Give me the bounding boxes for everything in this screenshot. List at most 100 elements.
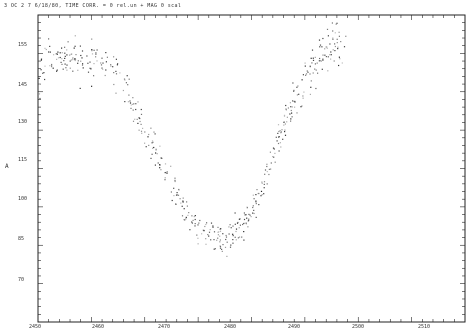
data-point (53, 54, 55, 56)
data-point (145, 146, 147, 148)
data-point (252, 205, 254, 207)
x-tick-label: 2490 (288, 324, 300, 330)
data-point (249, 214, 251, 216)
data-point (279, 142, 281, 144)
data-point (207, 234, 209, 236)
data-point (184, 219, 186, 221)
data-point (155, 148, 157, 150)
y-tick-label: 70 (18, 277, 24, 283)
data-point (81, 57, 83, 59)
data-point (176, 194, 178, 196)
data-point (129, 100, 131, 102)
data-point (130, 104, 132, 106)
data-point (48, 38, 50, 40)
data-point (235, 228, 238, 230)
data-point (65, 67, 67, 69)
data-point (226, 241, 228, 243)
data-point (225, 236, 228, 238)
data-point (334, 50, 336, 52)
data-point (335, 23, 337, 25)
data-point (156, 153, 158, 155)
data-point (331, 22, 333, 24)
data-point (208, 231, 211, 233)
data-point (321, 68, 323, 70)
data-point (252, 194, 254, 196)
data-point (67, 41, 69, 43)
data-point (133, 103, 135, 105)
data-point (333, 60, 335, 62)
data-point (338, 35, 340, 37)
y-tick-label: 130 (18, 119, 27, 125)
data-point (178, 188, 180, 191)
data-point (225, 238, 227, 241)
data-point (304, 62, 306, 64)
data-point (38, 93, 41, 95)
data-point (293, 100, 295, 102)
y-tick-label: 145 (18, 82, 27, 88)
data-point (127, 101, 129, 103)
data-point (290, 120, 292, 122)
data-point (91, 50, 93, 52)
data-point (138, 117, 140, 119)
data-point (212, 225, 214, 227)
data-point (247, 226, 249, 228)
data-point (80, 60, 82, 62)
data-point (134, 118, 136, 120)
data-point (244, 214, 246, 216)
data-point (69, 54, 71, 56)
data-point (61, 52, 63, 54)
data-point (91, 49, 93, 51)
data-point (79, 87, 81, 89)
data-point (159, 164, 161, 166)
data-point (320, 60, 322, 62)
data-point (290, 106, 292, 108)
data-point (237, 221, 239, 224)
data-point (104, 74, 106, 77)
data-point (236, 222, 239, 224)
data-point (115, 73, 118, 75)
data-point (274, 152, 276, 154)
data-point (272, 156, 274, 158)
data-point (102, 68, 104, 70)
data-point (170, 191, 172, 193)
data-point (175, 203, 177, 205)
data-point (213, 248, 215, 250)
data-point (144, 131, 146, 133)
data-point (296, 94, 298, 96)
data-point (235, 239, 237, 241)
data-point (306, 70, 308, 72)
data-point (205, 243, 207, 245)
data-point (225, 234, 227, 237)
data-point (66, 69, 68, 71)
data-point (261, 181, 263, 183)
data-point (217, 237, 219, 239)
data-point (338, 56, 340, 58)
data-point (229, 224, 231, 226)
data-point (130, 107, 132, 109)
data-point (154, 164, 156, 166)
data-point (307, 71, 309, 73)
data-point (279, 130, 281, 132)
data-point (330, 51, 332, 53)
data-point (219, 235, 221, 237)
data-point (248, 213, 250, 215)
data-point (294, 100, 296, 103)
data-point (324, 48, 326, 50)
data-point (205, 238, 207, 240)
data-point (208, 235, 210, 237)
data-point (319, 57, 321, 60)
y-tick-label: 155 (18, 42, 27, 48)
data-point (235, 230, 237, 233)
data-point (318, 39, 321, 41)
data-point (232, 233, 234, 235)
data-point (241, 236, 243, 238)
data-point (105, 52, 107, 54)
data-point (164, 177, 166, 179)
data-point (77, 60, 79, 62)
data-point (338, 31, 340, 33)
data-point (300, 106, 302, 108)
data-point (51, 64, 53, 66)
data-point (127, 84, 129, 86)
data-point (321, 46, 323, 48)
data-point (191, 221, 193, 223)
